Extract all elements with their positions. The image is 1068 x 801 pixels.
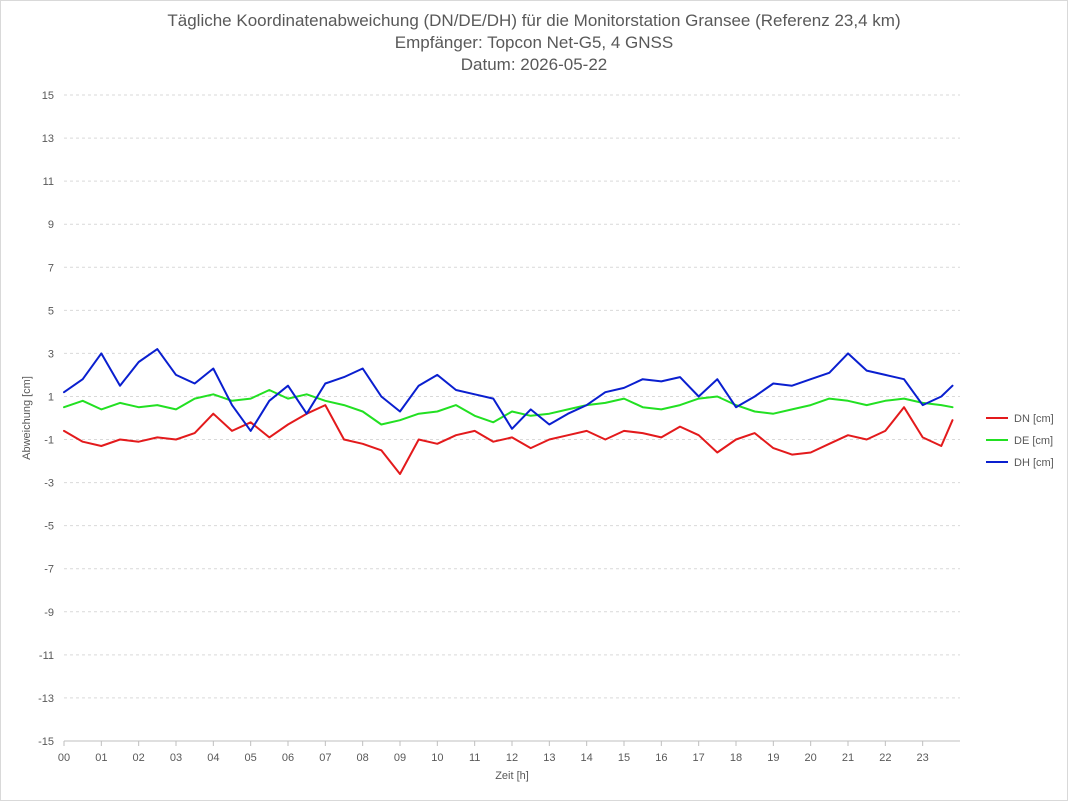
y-tick-label: 15 — [42, 90, 54, 102]
chart-titles: Tägliche Koordinatenabweichung (DN/DE/DH… — [0, 10, 1068, 76]
series-line-de — [63, 389, 954, 426]
chart-title: Tägliche Koordinatenabweichung (DN/DE/DH… — [167, 11, 901, 30]
x-tick-label: 10 — [431, 752, 443, 764]
y-tick-label: -1 — [44, 435, 54, 447]
x-tick-label: 11 — [469, 752, 480, 764]
y-tick-label: -15 — [38, 736, 54, 748]
x-tick-label: 04 — [207, 752, 219, 764]
x-tick-label: 01 — [95, 752, 107, 764]
x-tick-label: 13 — [543, 752, 555, 764]
x-tick-label: 07 — [319, 752, 331, 764]
x-axis-ticks: 00 01 02 03 04 05 06 07 08 09 10 11 12 13 14 15 16 17 18 19… — [58, 741, 929, 764]
y-tick-label: -13 — [38, 693, 54, 705]
y-tick-label: 11 — [43, 176, 54, 188]
y-axis-label: Abweichung [cm] — [21, 376, 33, 460]
x-tick-label: 23 — [917, 752, 929, 764]
y-tick-label: -5 — [44, 521, 54, 533]
x-tick-label: 12 — [506, 752, 518, 764]
gridlines — [64, 94, 960, 742]
legend: DN [cm] DE [cm] DH [cm] — [986, 413, 1054, 469]
x-tick-label: 18 — [730, 752, 742, 764]
y-tick-label: -9 — [44, 607, 54, 619]
series-line-dh — [63, 348, 954, 432]
x-tick-label: 09 — [394, 752, 406, 764]
legend-label-dn: DN [cm] — [1014, 413, 1054, 425]
series-lines — [63, 348, 954, 475]
x-tick-label: 00 — [58, 752, 70, 764]
series-line-dn — [63, 404, 954, 475]
y-tick-label: 9 — [48, 219, 54, 231]
y-tick-label: 3 — [48, 348, 54, 360]
x-tick-label: 06 — [282, 752, 294, 764]
y-tick-label: -3 — [44, 478, 54, 490]
y-tick-label: 5 — [48, 305, 54, 317]
x-tick-label: 05 — [245, 752, 257, 764]
x-tick-label: 20 — [805, 752, 817, 764]
y-tick-label: 7 — [48, 262, 54, 274]
x-tick-label: 02 — [133, 752, 145, 764]
x-tick-label: 17 — [693, 752, 705, 764]
legend-label-dh: DH [cm] — [1014, 457, 1054, 469]
x-tick-label: 16 — [655, 752, 667, 764]
x-tick-label: 22 — [879, 752, 891, 764]
y-axis-ticks: 15 13 11 9 7 5 3 1 -1 -3 -5 -7 -9 -11 -13 -15 — [38, 90, 54, 748]
chart-date: Datum: 2026-05-22 — [460, 55, 608, 74]
x-tick-label: 08 — [357, 752, 369, 764]
y-tick-label: 13 — [42, 133, 54, 145]
chart-subtitle: Empfänger: Topcon Net-G5, 4 GNSS — [394, 33, 674, 52]
x-tick-label: 21 — [842, 752, 854, 764]
y-tick-label: -7 — [44, 564, 54, 576]
x-tick-label: 14 — [581, 752, 593, 764]
y-tick-label: -11 — [39, 650, 54, 662]
legend-label-de: DE [cm] — [1014, 435, 1053, 447]
x-tick-label: 19 — [767, 752, 779, 764]
x-tick-label: 15 — [618, 752, 630, 764]
x-axis-label: Zeit [h] — [495, 770, 529, 782]
y-tick-label: 1 — [48, 391, 54, 403]
x-tick-label: 03 — [170, 752, 182, 764]
